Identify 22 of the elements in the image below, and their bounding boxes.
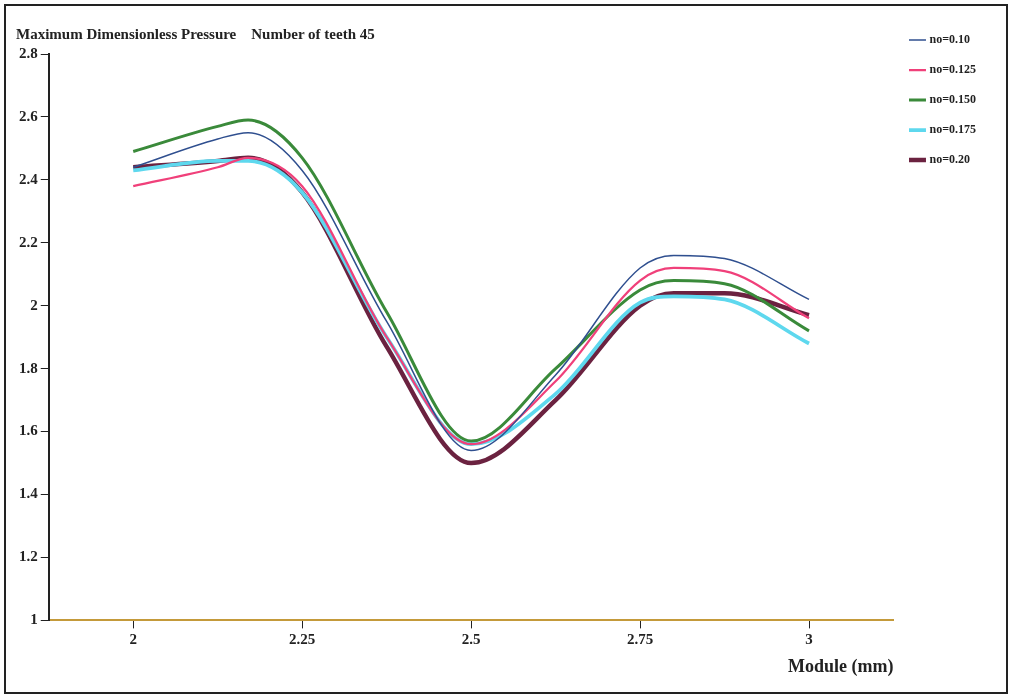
x-tick-label: 2.25: [289, 631, 316, 648]
x-tick-label: 2.5: [461, 631, 481, 648]
x-tick-label: 2.75: [626, 631, 654, 648]
y-tick-label: 1.4: [19, 485, 39, 502]
legend-label: no=0.150: [929, 92, 976, 107]
legend-label: no=0.20: [929, 152, 970, 167]
y-tick-label: 2.6: [19, 107, 39, 124]
chart-title: Maximum Dimensionless Pressure Number of teeth 45: [16, 25, 375, 42]
legend-label: no=0.125: [929, 62, 976, 77]
y-tick-label: 1.8: [19, 359, 38, 376]
y-tick-label: 1.2: [19, 548, 38, 565]
y-tick-label: 1: [30, 611, 38, 628]
legend-label: no=0.175: [929, 122, 976, 137]
y-tick-label: 2.8: [19, 44, 38, 61]
x-tick-label: 3: [805, 631, 813, 648]
y-tick-label: 2: [30, 296, 38, 313]
y-tick-label: 2.4: [19, 170, 39, 187]
y-tick-label: 2.2: [19, 233, 38, 250]
y-tick-label: 1.6: [19, 422, 39, 439]
x-tick-label: 2: [129, 631, 137, 648]
legend-label: no=0.10: [929, 32, 970, 47]
x-axis-title: Module (mm): [788, 655, 894, 677]
